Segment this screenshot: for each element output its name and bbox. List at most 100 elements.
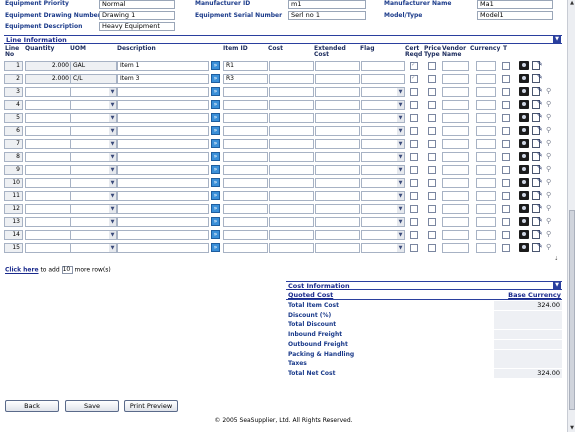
uom-select[interactable]: ▼ (70, 113, 117, 123)
quantity-input[interactable]: 2.000 (25, 74, 72, 84)
manufacturer-name-field[interactable]: Ma1 (477, 0, 553, 9)
description-input[interactable]: Item 1 (117, 61, 209, 71)
vendor-name-input[interactable] (442, 61, 469, 71)
price-type-checkbox[interactable] (428, 153, 436, 161)
uom-select[interactable]: ▼ (70, 126, 117, 136)
drawing-number-field[interactable]: Drawing 1 (99, 11, 175, 20)
scroll-thumb[interactable] (569, 210, 575, 410)
item-id-input[interactable] (223, 204, 268, 214)
camera-icon[interactable] (519, 165, 529, 174)
flag-select[interactable]: ▼ (361, 152, 405, 162)
vendor-name-input[interactable] (442, 74, 469, 84)
extended-cost-input[interactable] (315, 100, 360, 110)
camera-icon[interactable] (519, 191, 529, 200)
price-type-checkbox[interactable] (428, 101, 436, 109)
quantity-input[interactable] (25, 178, 72, 188)
camera-icon[interactable] (519, 139, 529, 148)
price-type-checkbox[interactable] (428, 166, 436, 174)
note-icon[interactable] (532, 125, 543, 135)
extended-cost-input[interactable] (315, 217, 360, 227)
note-icon[interactable] (532, 203, 543, 213)
t-checkbox[interactable] (502, 62, 510, 70)
item-lookup-icon[interactable]: » (211, 204, 220, 213)
flag-select[interactable]: ▼ (361, 100, 405, 110)
item-lookup-icon[interactable]: » (211, 217, 220, 226)
currency-input[interactable] (476, 74, 496, 84)
vendor-name-input[interactable] (442, 126, 469, 136)
currency-input[interactable] (476, 87, 496, 97)
note-icon[interactable] (532, 216, 543, 226)
currency-input[interactable] (476, 61, 496, 71)
flag-select[interactable]: ▼ (361, 191, 405, 201)
flag-select[interactable]: ▼ (361, 243, 405, 253)
camera-icon[interactable] (519, 152, 529, 161)
note-icon[interactable] (532, 138, 543, 148)
extended-cost-input[interactable] (315, 204, 360, 214)
currency-input[interactable] (476, 165, 496, 175)
note-icon[interactable] (532, 190, 543, 200)
flag-select[interactable]: ▼ (361, 87, 405, 97)
uom-select[interactable]: ▼ (70, 178, 117, 188)
currency-input[interactable] (476, 178, 496, 188)
extended-cost-input[interactable] (315, 126, 360, 136)
note-icon[interactable] (532, 112, 543, 122)
description-input[interactable]: Item 3 (117, 74, 209, 84)
item-lookup-icon[interactable]: » (211, 178, 220, 187)
camera-icon[interactable] (519, 217, 529, 226)
note-icon[interactable] (532, 86, 543, 96)
uom-select[interactable]: ▼ (70, 204, 117, 214)
extended-cost-input[interactable] (315, 178, 360, 188)
flag-select[interactable]: ▼ (361, 113, 405, 123)
item-id-input[interactable]: R3 (223, 74, 268, 84)
t-checkbox[interactable] (502, 140, 510, 148)
base-currency-link[interactable]: Base Currency (508, 291, 561, 299)
item-lookup-icon[interactable]: » (211, 61, 220, 70)
price-type-checkbox[interactable] (428, 75, 436, 83)
add-rows-link[interactable]: Click here (5, 266, 39, 274)
attach-icon[interactable]: ⚲ (546, 100, 552, 108)
extended-cost-input[interactable] (315, 113, 360, 123)
flag-select[interactable]: ▼ (361, 230, 405, 240)
cost-input[interactable] (269, 139, 314, 149)
attach-icon[interactable]: ⚲ (546, 139, 552, 147)
price-type-checkbox[interactable] (428, 231, 436, 239)
item-id-input[interactable] (223, 100, 268, 110)
item-lookup-icon[interactable]: » (211, 243, 220, 252)
cert-reqd-checkbox[interactable] (410, 61, 418, 70)
currency-input[interactable] (476, 126, 496, 136)
cert-reqd-checkbox[interactable] (410, 244, 418, 252)
item-id-input[interactable] (223, 178, 268, 188)
extended-cost-input[interactable] (315, 139, 360, 149)
currency-input[interactable] (476, 243, 496, 253)
cost-input[interactable] (269, 61, 314, 71)
cert-reqd-checkbox[interactable] (410, 205, 418, 213)
cert-reqd-checkbox[interactable] (410, 127, 418, 135)
description-input[interactable] (117, 87, 209, 97)
quantity-input[interactable]: 2.000 (25, 61, 72, 71)
cert-reqd-checkbox[interactable] (410, 153, 418, 161)
item-id-input[interactable] (223, 139, 268, 149)
vendor-name-input[interactable] (442, 191, 469, 201)
cert-reqd-checkbox[interactable] (410, 114, 418, 122)
vendor-name-input[interactable] (442, 178, 469, 188)
uom-select[interactable]: ▼ (70, 100, 117, 110)
description-input[interactable] (117, 139, 209, 149)
quantity-input[interactable] (25, 139, 72, 149)
note-icon[interactable] (532, 73, 543, 83)
cost-input[interactable] (269, 152, 314, 162)
add-rows-count-input[interactable]: 10 (61, 266, 73, 274)
collapse-cost-info-icon[interactable]: ▼ (553, 282, 561, 289)
attach-icon[interactable]: ⚲ (546, 204, 552, 212)
cert-reqd-checkbox[interactable] (410, 231, 418, 239)
quantity-input[interactable] (25, 204, 72, 214)
note-icon[interactable] (532, 229, 543, 239)
item-id-input[interactable] (223, 152, 268, 162)
flag-select[interactable] (361, 61, 405, 71)
quantity-input[interactable] (25, 191, 72, 201)
price-type-checkbox[interactable] (428, 127, 436, 135)
item-id-input[interactable] (223, 230, 268, 240)
attach-icon[interactable]: ⚲ (546, 217, 552, 225)
flag-select[interactable]: ▼ (361, 165, 405, 175)
camera-icon[interactable] (519, 204, 529, 213)
description-input[interactable] (117, 191, 209, 201)
